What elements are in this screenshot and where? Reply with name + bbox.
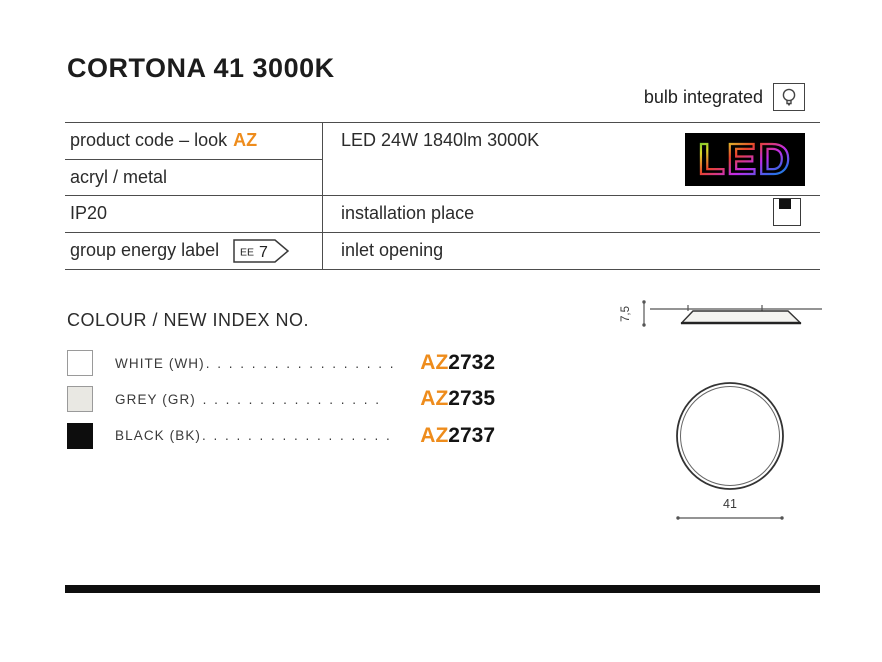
bulb-integrated-label: bulb integrated bbox=[643, 86, 763, 107]
ceiling-mount-icon bbox=[773, 198, 801, 226]
ip-rating-label: IP20 bbox=[70, 203, 108, 224]
code-prefix: AZ bbox=[420, 423, 449, 447]
row-product-code: product code – look AZ bbox=[65, 123, 322, 160]
code-prefix: AZ bbox=[420, 387, 449, 411]
row-ip-rating: IP20 bbox=[65, 196, 322, 233]
footer-bar bbox=[65, 585, 820, 593]
code-number: 2735 bbox=[448, 387, 495, 411]
cell-led-spec: LED 24W 1840lm 3000K LED bbox=[322, 123, 820, 196]
inlet-opening-label: inlet opening bbox=[341, 240, 444, 261]
leader-dots: . . . . . . . . . . . . . . . . . bbox=[202, 428, 392, 444]
installation-place-label: installation place bbox=[341, 203, 475, 224]
colour-row-white: WHITE (WH) . . . . . . . . . . . . . . .… bbox=[67, 345, 495, 381]
led-logo-text: LED bbox=[698, 135, 792, 184]
side-view-diagram: 7,5 bbox=[620, 300, 822, 327]
energy-class-badge: EE 7 bbox=[233, 239, 291, 263]
product-code: AZ2735 bbox=[420, 387, 495, 411]
diameter-dimension-label: 41 bbox=[723, 497, 737, 511]
cell-inlet-opening: inlet opening bbox=[322, 232, 820, 269]
bulb-icon bbox=[773, 83, 805, 111]
grey-swatch bbox=[67, 386, 93, 413]
material-label: acryl / metal bbox=[70, 166, 168, 187]
energy-badge-value: 7 bbox=[259, 244, 268, 261]
code-prefix: AZ bbox=[420, 351, 449, 375]
spec-table: product code – look AZ LED 24W 1840lm 30… bbox=[65, 122, 820, 270]
row-energy-label: group energy label EE 7 bbox=[65, 233, 322, 270]
cell-installation-place: installation place bbox=[322, 196, 820, 233]
colour-label: WHITE (WH) bbox=[115, 355, 205, 371]
black-swatch bbox=[67, 422, 93, 449]
energy-label-text: group energy label bbox=[70, 240, 220, 261]
row-material: acryl / metal bbox=[65, 160, 322, 196]
led-logo: LED bbox=[685, 133, 805, 186]
product-code-brand: AZ bbox=[233, 130, 258, 151]
code-number: 2737 bbox=[448, 423, 495, 447]
bulb-integrated: bulb integrated bbox=[644, 83, 805, 111]
colour-row-black: BLACK (BK) . . . . . . . . . . . . . . .… bbox=[67, 418, 495, 454]
height-dimension-label: 7,5 bbox=[620, 306, 632, 322]
code-number: 2732 bbox=[448, 351, 495, 375]
product-code: AZ2732 bbox=[420, 351, 495, 375]
colour-section-title: COLOUR / NEW INDEX NO. bbox=[67, 310, 310, 330]
dimension-diagrams: 7,5 41 bbox=[620, 300, 822, 520]
energy-badge-prefix: EE bbox=[240, 246, 254, 258]
top-view-diagram: 41 bbox=[676, 382, 784, 520]
leader-dots: . . . . . . . . . . . . . . . . bbox=[196, 391, 381, 407]
colour-label: GREY (GR) bbox=[115, 391, 196, 407]
page-title: CORTONA 41 3000K bbox=[67, 53, 335, 83]
led-spec-text: LED 24W 1840lm 3000K bbox=[341, 130, 540, 150]
colour-row-grey: GREY (GR) . . . . . . . . . . . . . . . … bbox=[67, 381, 495, 417]
product-code-label: product code – look bbox=[70, 130, 228, 151]
white-swatch bbox=[67, 350, 93, 377]
colour-label: BLACK (BK) bbox=[115, 428, 202, 444]
product-code: AZ2737 bbox=[420, 424, 495, 448]
colour-section: COLOUR / NEW INDEX NO. WHITE (WH) . . . … bbox=[67, 310, 495, 454]
leader-dots: . . . . . . . . . . . . . . . . . bbox=[205, 355, 396, 371]
